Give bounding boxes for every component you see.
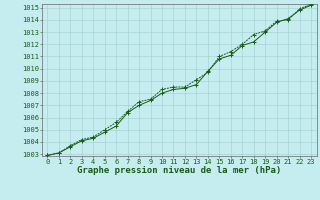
X-axis label: Graphe pression niveau de la mer (hPa): Graphe pression niveau de la mer (hPa) [77, 166, 281, 175]
